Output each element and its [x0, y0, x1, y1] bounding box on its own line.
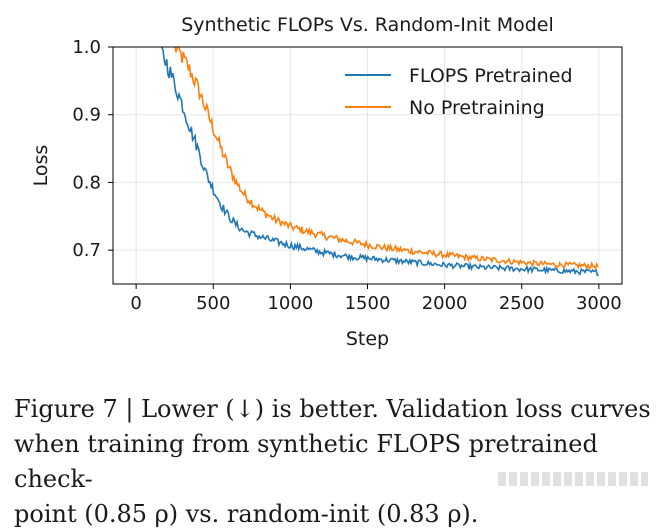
axes-layer: 0 500 1000 1500 2000 2500 3000 0.7 0.8 0.9 1.0: [72, 37, 621, 314]
x-tick-label: 2500: [499, 293, 545, 314]
legend: FLOPS Pretrained No Pretraining: [345, 65, 573, 119]
series-line-no-pretraining: [174, 47, 599, 271]
y-axis-label: Loss: [30, 145, 52, 187]
caption-line-1: Figure 7 | Lower (↓) is better. Validati…: [14, 395, 651, 423]
caption-line-2: when training from synthetic FLOPS pretr…: [14, 430, 598, 493]
legend-label-no-pretraining: No Pretraining: [409, 97, 545, 119]
x-tick-label: 2000: [422, 293, 468, 314]
y-tick-label: 0.7: [72, 240, 101, 261]
series-line-flops-pretrained: [160, 47, 599, 276]
chart-title: Synthetic FLOPs Vs. Random-Init Model: [181, 14, 554, 36]
x-tick-label: 3000: [576, 293, 622, 314]
x-tick-label: 500: [196, 293, 230, 314]
y-tick-label: 0.8: [72, 172, 101, 193]
legend-label-flops-pretrained: FLOPS Pretrained: [409, 65, 573, 87]
x-tick-label: 1000: [267, 293, 313, 314]
figure-caption: Figure 7 | Lower (↓) is better. Validati…: [14, 392, 654, 532]
watermark-dots: [498, 472, 648, 486]
x-axis-label: Step: [346, 328, 389, 350]
loss-chart: 0 500 1000 1500 2000 2500 3000 0.7 0.8 0.9 1.0 Syn…: [30, 14, 623, 350]
x-tick-label: 0: [130, 293, 141, 314]
series-layer: [160, 47, 599, 276]
y-tick-label: 0.9: [72, 105, 101, 126]
x-tick-label: 1500: [345, 293, 391, 314]
y-tick-label: 1.0: [72, 37, 101, 58]
caption-line-3: point (0.85 ρ) vs. random-init (0.83 ρ).: [14, 500, 479, 528]
